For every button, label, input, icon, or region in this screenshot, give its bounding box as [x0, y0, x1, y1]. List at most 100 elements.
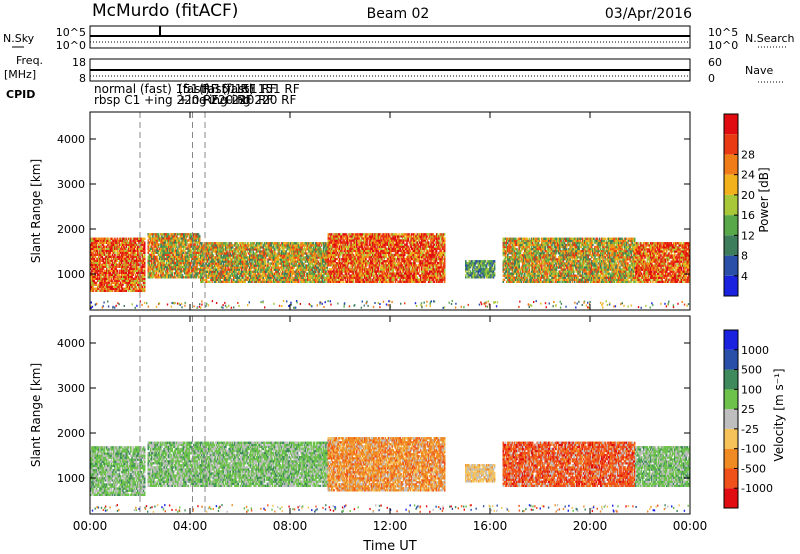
power-echo-cell — [203, 266, 205, 269]
power-echo-cell — [168, 245, 170, 248]
power-echo-cell — [162, 237, 164, 240]
power-echo-cell — [368, 241, 371, 244]
power-echo-cell — [310, 268, 312, 271]
power-echo-cell — [244, 248, 246, 251]
power-echo-cell — [197, 276, 200, 279]
power-echo-cell — [125, 239, 128, 242]
power-echo-cell — [179, 267, 182, 271]
power-echo-cell — [193, 257, 195, 261]
power-echo-cell — [307, 260, 309, 263]
power-echo-cell — [297, 256, 300, 259]
power-echo-cell — [358, 266, 360, 269]
nave-tick-bottom: 0 — [708, 72, 715, 85]
power-echo-cell — [282, 278, 284, 281]
power-echo-cell — [239, 274, 242, 277]
power-echo-cell — [334, 243, 336, 246]
power-echo-cell — [312, 252, 315, 255]
power-echo-cell — [276, 262, 278, 265]
power-echo-cell — [188, 270, 191, 273]
power-echo-cell — [106, 251, 108, 254]
power-echo-cell — [160, 274, 162, 277]
power-echo-cell — [222, 256, 225, 259]
power-echo-cell — [99, 253, 101, 256]
power-echo-cell — [103, 237, 106, 240]
power-echo-cell — [198, 241, 201, 244]
power-echo-cell — [200, 272, 202, 275]
power-echo-cell — [354, 280, 357, 283]
power-echo-cell — [114, 275, 116, 278]
power-echo-cell — [142, 251, 145, 254]
power-echo-cell — [354, 262, 357, 265]
power-echo-cell — [137, 263, 139, 266]
power-echo-cell — [112, 243, 115, 246]
power-echo-cell — [185, 235, 187, 238]
power-echo-cell — [271, 252, 274, 255]
power-echo-cell — [324, 276, 326, 279]
power-echo-cell — [341, 241, 343, 244]
power-echo-cell — [154, 255, 156, 258]
power-echo-cell — [345, 280, 348, 283]
power-echo-cell — [222, 252, 225, 255]
power-echo-cell — [251, 248, 253, 251]
power-echo-cell — [309, 252, 311, 255]
power-echo-cell — [198, 276, 201, 279]
power-echo-cell — [210, 264, 212, 267]
power-echo-cell — [342, 253, 344, 257]
power-echo-cell — [214, 266, 217, 269]
power-echo-cell — [329, 253, 332, 257]
power-echo-cell — [270, 278, 273, 281]
power-echo-cell — [210, 242, 212, 245]
power-echo-cell — [143, 255, 146, 258]
power-echo-cell — [322, 280, 325, 283]
power-echo-cell — [301, 258, 303, 261]
power-echo-cell — [334, 233, 336, 236]
power-echo-cell — [190, 276, 193, 279]
power-echo-cell — [212, 258, 215, 261]
power-echo-cell — [244, 270, 246, 273]
power-echo-cell — [364, 237, 366, 240]
power-echo-cell — [220, 280, 223, 283]
power-echo-cell — [215, 276, 218, 279]
power-echo-cell — [376, 276, 379, 279]
power-echo-cell — [155, 233, 158, 236]
power-echo-cell — [261, 278, 264, 281]
power-echo-cell — [171, 253, 174, 256]
power-echo-cell — [141, 269, 144, 272]
power-echo-cell — [180, 247, 183, 250]
power-echo-cell — [268, 250, 270, 253]
power-echo-cell — [185, 259, 187, 263]
power-echo-cell — [328, 278, 331, 281]
power-echo-cell — [250, 246, 252, 249]
power-echo-cell — [327, 270, 330, 273]
power-echo-cell — [111, 247, 114, 250]
power-echo-cell — [287, 264, 290, 267]
power-echo-cell — [259, 250, 261, 253]
power-echo-cell — [219, 256, 221, 259]
power-echo-cell — [237, 250, 240, 253]
power-echo-cell — [200, 278, 202, 281]
power-echo-cell — [122, 259, 124, 262]
power-echo-cell — [169, 249, 171, 252]
power-echo-cell — [107, 283, 109, 286]
power-echo-cell — [330, 237, 333, 240]
power-echo-cell — [286, 254, 289, 257]
power-echo-cell — [182, 247, 185, 250]
power-echo-cell — [236, 250, 238, 253]
power-echo-cell — [244, 272, 246, 275]
power-echo-cell — [165, 261, 168, 265]
power-echo-cell — [253, 266, 256, 269]
power-echo-cell — [153, 274, 155, 277]
power-echo-cell — [297, 266, 300, 269]
power-echo-cell — [137, 283, 139, 286]
power-echo-cell — [188, 251, 191, 254]
power-echo-cell — [135, 287, 138, 290]
power-echo-cell — [271, 274, 274, 277]
power-echo-cell — [308, 276, 310, 279]
power-echo-cell — [96, 257, 99, 260]
power-echo-cell — [91, 271, 93, 274]
power-echo-cell — [368, 266, 371, 269]
power-echo-cell — [325, 278, 327, 281]
power-echo-cell — [166, 239, 169, 242]
power-echo-cell — [206, 280, 209, 283]
power-echo-cell — [311, 262, 314, 265]
